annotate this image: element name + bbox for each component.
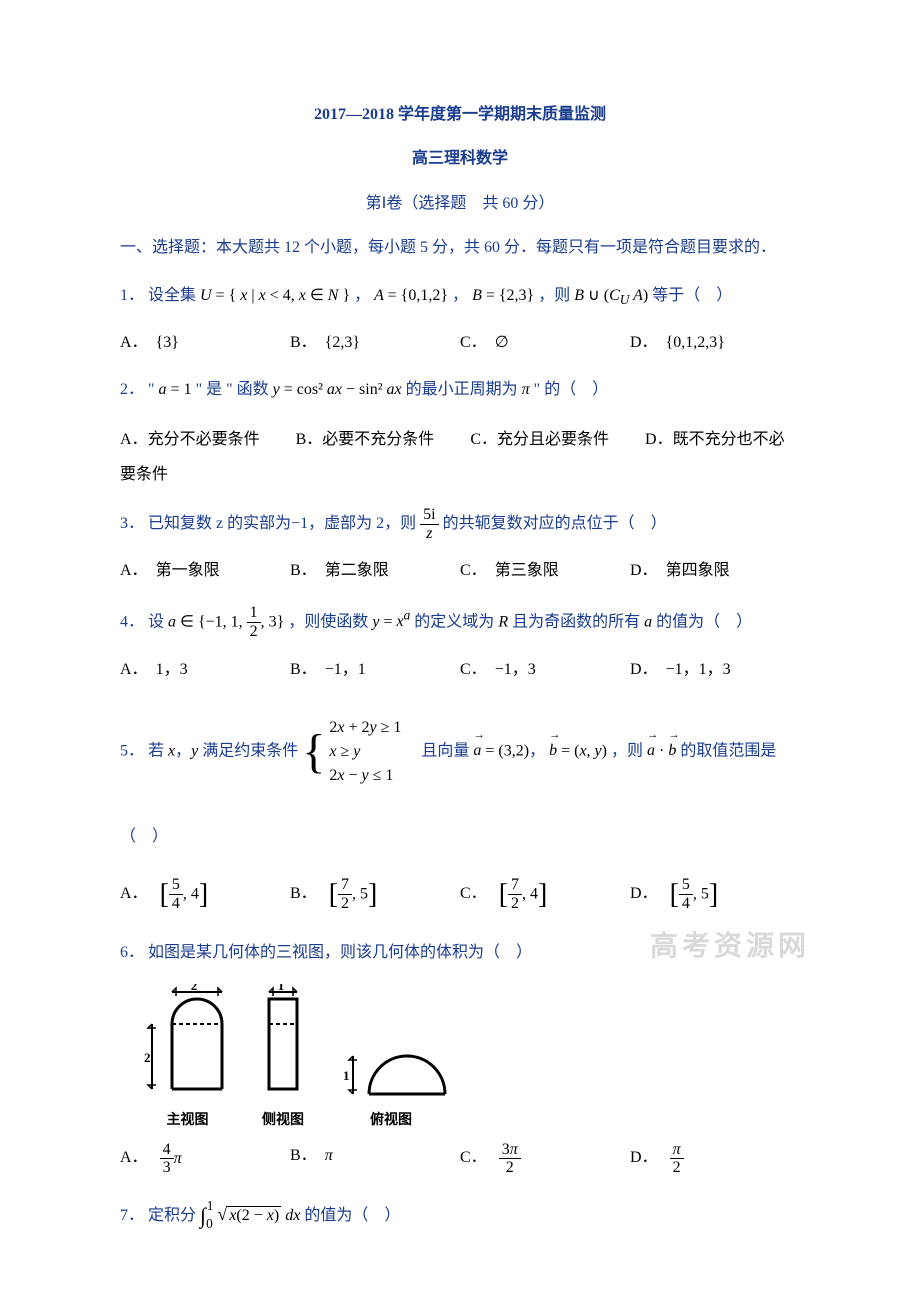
q2-num: 2． — [120, 381, 144, 398]
q6-opt-c: C． 3π2 — [460, 1141, 630, 1177]
q4-num: 4． — [120, 613, 144, 630]
side-view-svg: 1 — [259, 984, 307, 1104]
svg-text:2: 2 — [144, 1050, 151, 1065]
q6-opt-a: A． 43π — [120, 1141, 290, 1177]
question-3: 3． 已知复数 z 的实部为−1，虚部为 2，则 5i z 的共轭复数对应的点位… — [120, 506, 800, 542]
q2-opt-b: B．必要不充分条件 — [296, 431, 435, 448]
svg-text:2: 2 — [191, 984, 198, 993]
q3-opt-a: A．第一象限 — [120, 556, 290, 586]
q1-opt-a: A．{3} — [120, 328, 290, 358]
q3-num: 3． — [120, 515, 144, 532]
q6-views: 2 2 主视图 1 侧视图 1 — [140, 984, 800, 1135]
top-view-svg: 1 — [331, 1044, 451, 1104]
q5-opt-b: B． [72, 5] — [290, 868, 460, 921]
instruction: 一、选择题：本大题共 12 个小题，每小题 5 分，共 60 分．每题只有一项是… — [120, 233, 800, 263]
q4-opt-c: C．−1，3 — [460, 655, 630, 685]
q3-opt-d: D．第四象限 — [630, 556, 800, 586]
q3-opt-c: C．第三象限 — [460, 556, 630, 586]
q3-options: A．第一象限 B．第二象限 C．第三象限 D．第四象限 — [120, 556, 800, 586]
q6-opt-d: D． π2 — [630, 1141, 800, 1177]
q5-opt-c: C． [72, 4] — [460, 868, 630, 921]
title-sub: 高三理科数学 — [120, 144, 800, 174]
section-title: 第Ⅰ卷（选择题 共 60 分） — [120, 189, 800, 219]
q1-opt-d: D．{0,1,2,3} — [630, 328, 800, 358]
q4-options: A．1，3 B．−1，1 C．−1，3 D．−1，1，3 — [120, 655, 800, 685]
q2-opt-c: C．充分且必要条件 — [470, 431, 609, 448]
q5-options: A． [54, 4] B． [72, 5] C． [72, 4] D． [54,… — [120, 868, 800, 921]
front-view: 2 2 主视图 — [140, 984, 235, 1135]
q6-num: 6． — [120, 944, 144, 961]
q1-opt-c: C．∅ — [460, 328, 630, 358]
q6-options: A． 43π B．π C． 3π2 D． π2 — [120, 1141, 800, 1177]
question-7: 7． 定积分 ∫01 √x(2 − x) dx 的值为（ ） — [120, 1191, 800, 1241]
side-view: 1 侧视图 — [259, 984, 307, 1135]
q1-prefix: 设全集 — [148, 287, 200, 304]
question-2: 2． " a = 1 " 是 " 函数 y = cos² ax − sin² a… — [120, 372, 800, 407]
q4-opt-a: A．1，3 — [120, 655, 290, 685]
q3-fraction: 5i z — [420, 506, 438, 542]
top-view: 1 俯视图 — [331, 1044, 451, 1135]
q5-constraints: 2x + 2y ≥ 1 x ≥ y 2x − y ≤ 1 — [329, 716, 401, 788]
svg-text:1: 1 — [278, 984, 285, 993]
q5-num: 5． — [120, 742, 144, 759]
q2-opt-a: A．充分不必要条件 — [120, 431, 260, 448]
question-4: 4． 设 a ∈ {−1, 1, 12, 3} ，则使函数 y = xa 的定义… — [120, 601, 800, 641]
q6-opt-b: B．π — [290, 1141, 460, 1177]
svg-text:1: 1 — [343, 1068, 350, 1083]
q1-options: A．{3} B．{2,3} C．∅ D．{0,1,2,3} — [120, 328, 800, 358]
question-5: 5． 若 x，y 满足约束条件 { 2x + 2y ≥ 1 x ≥ y 2x −… — [120, 699, 800, 805]
q1-setU: U — [200, 287, 216, 304]
q5-opt-d: D． [54, 5] — [630, 868, 800, 921]
q5-opt-a: A． [54, 4] — [120, 868, 290, 921]
q2-options: A．充分不必要条件 B．必要不充分条件 C．充分且必要条件 D．既不充分也不必要… — [120, 422, 800, 492]
q7-num: 7． — [120, 1207, 144, 1224]
q1-num: 1． — [120, 287, 144, 304]
q4-opt-b: B．−1，1 — [290, 655, 460, 685]
q1-opt-b: B．{2,3} — [290, 328, 460, 358]
question-6: 6． 如图是某几何体的三视图，则该几何体的体积为（ ） — [120, 935, 800, 970]
title-main: 2017—2018 学年度第一学期期末质量监测 — [120, 100, 800, 130]
q3-opt-b: B．第二象限 — [290, 556, 460, 586]
question-1: 1． 设全集 U = { x | x < 4, x ∈ N } ， A = {0… — [120, 278, 800, 315]
front-view-svg: 2 2 — [140, 984, 235, 1104]
q4-opt-d: D．−1，1，3 — [630, 655, 800, 685]
